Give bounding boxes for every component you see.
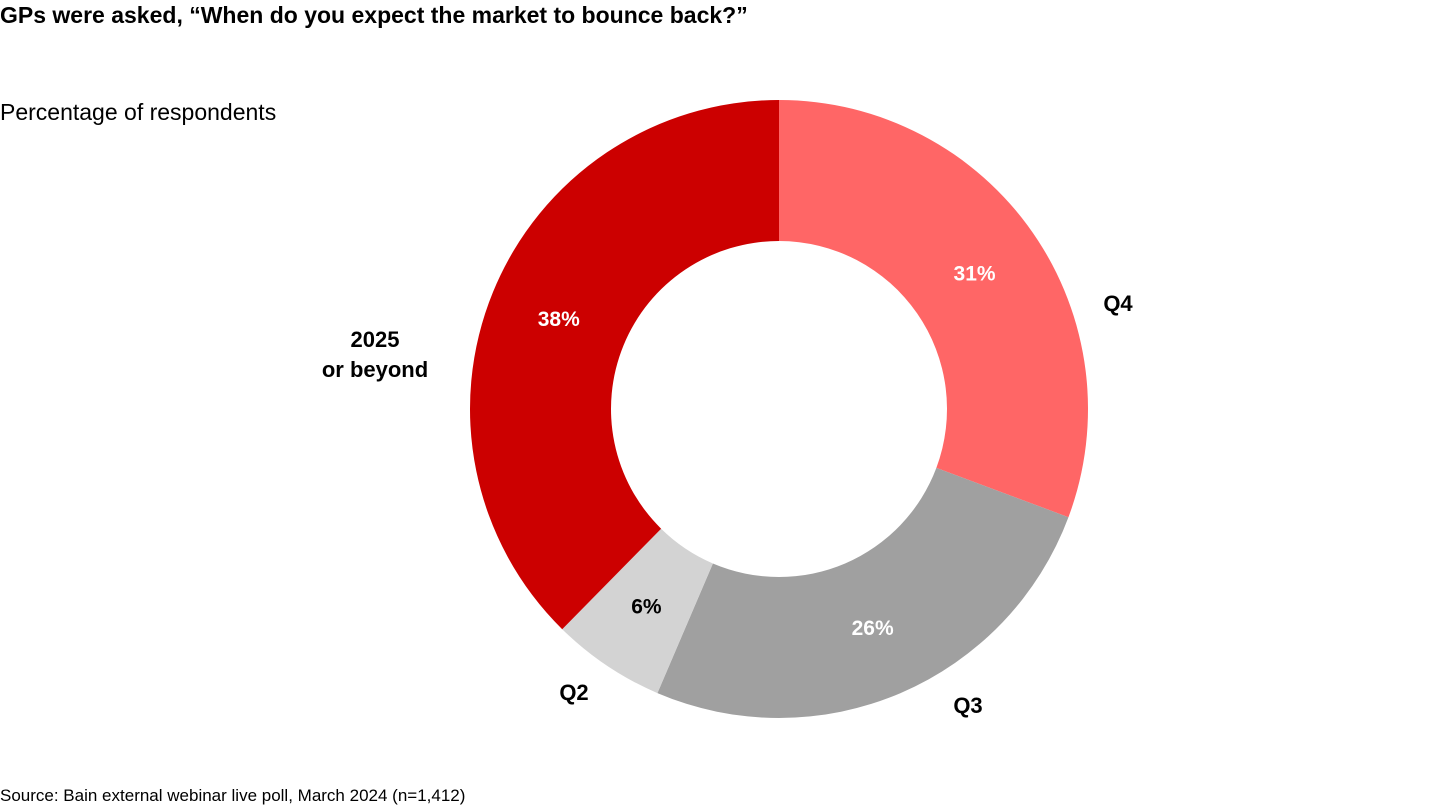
donut-slice-q2 xyxy=(562,528,713,694)
data-label: 6% xyxy=(631,596,662,619)
data-label: 31% xyxy=(954,262,996,285)
chart-subtitle: Percentage of respondents xyxy=(0,99,277,125)
donut-slice-q3 xyxy=(657,467,1069,719)
donut-slice-q4 xyxy=(779,100,1088,518)
category-label: Q2 xyxy=(559,680,588,705)
source-note: Source: Bain external webinar live poll,… xyxy=(0,786,466,805)
data-label: 26% xyxy=(852,617,894,640)
chart-title: GPs were asked, “When do you expect the … xyxy=(0,2,748,28)
category-label: Q3 xyxy=(953,693,982,718)
category-label: Q4 xyxy=(1103,291,1133,316)
data-label: 38% xyxy=(538,308,580,331)
category-label: 2025 or beyond xyxy=(322,327,428,382)
donut-slice-2025-or-beyond xyxy=(470,100,779,630)
